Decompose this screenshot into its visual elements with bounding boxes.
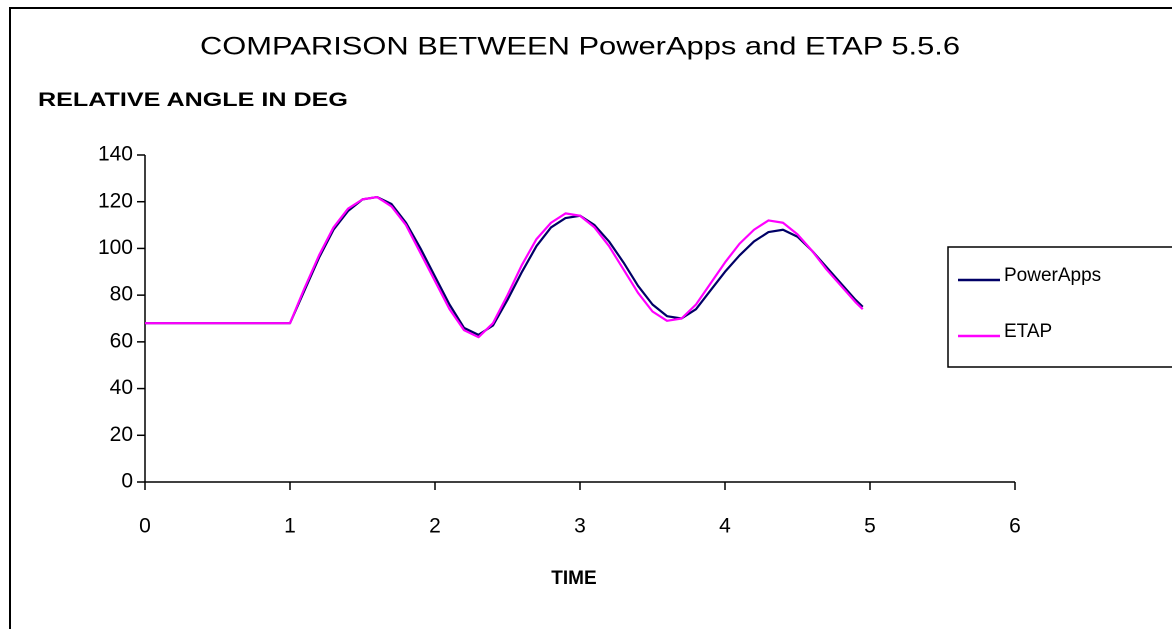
y-tick-label: 0 [121,470,133,493]
y-axis-label: RELATIVE ANGLE IN DEG [38,90,348,111]
y-tick-label: 100 [98,236,133,259]
legend-label: ETAP [1004,321,1052,342]
series-line [145,195,864,339]
y-tick-label: 120 [98,189,133,212]
x-tick-label: 3 [574,515,586,538]
chart-title: COMPARISON BETWEEN PowerApps and ETAP 5.… [200,33,960,61]
y-tick-label: 60 [110,329,133,352]
legend-box [947,246,1172,368]
x-axis-label: TIME [551,568,596,589]
y-tick-label: 80 [110,283,133,306]
x-tick-label: 1 [284,515,296,538]
y-tick-label: 140 [98,143,133,166]
y-tick-label: 20 [110,423,133,446]
x-tick-label: 0 [139,515,151,538]
x-tick-label: 6 [1009,515,1021,538]
x-tick-label: 5 [864,515,876,538]
y-tick-label: 40 [110,376,133,399]
x-tick-label: 4 [719,515,731,538]
x-tick-label: 2 [429,515,441,538]
legend-label: PowerApps [1004,265,1101,286]
